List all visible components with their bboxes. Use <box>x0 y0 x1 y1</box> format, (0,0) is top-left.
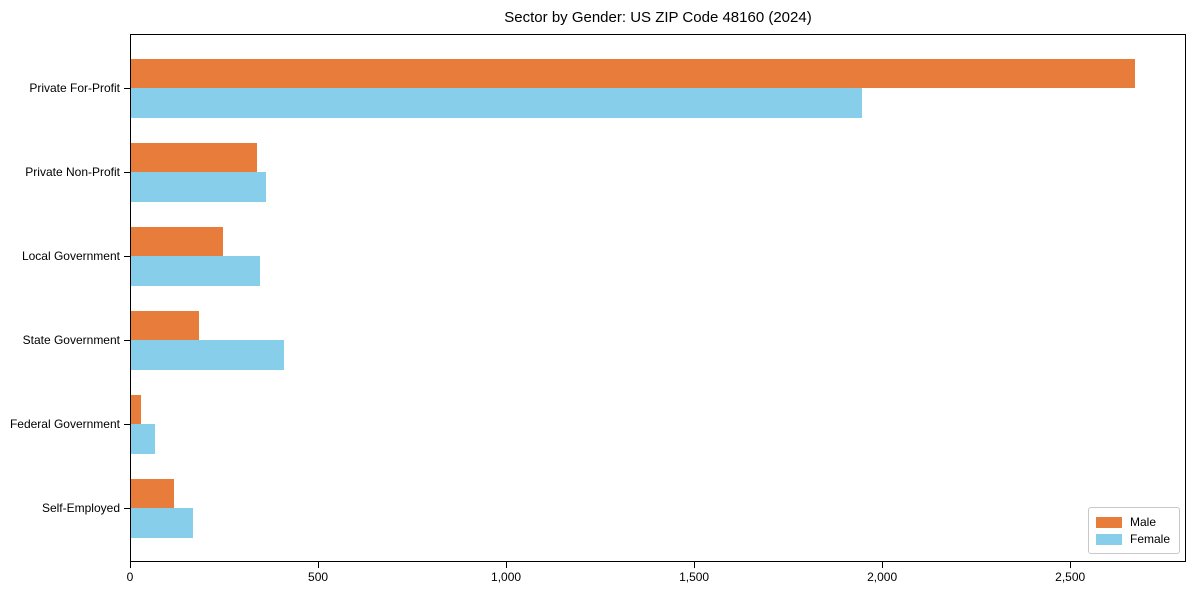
y-tick-label: State Government <box>22 333 120 348</box>
y-tick-label: Local Government <box>21 249 120 264</box>
y-tick-mark <box>124 339 130 341</box>
x-tick-label: 500 <box>308 570 329 584</box>
plot-area <box>130 34 1186 562</box>
legend-label: Male <box>1130 514 1157 529</box>
x-tick-label: 1,500 <box>679 570 710 584</box>
bar-male-state-government <box>131 310 199 341</box>
y-tick-mark <box>124 423 130 425</box>
bar-male-private-for-profit <box>131 58 1136 89</box>
legend-swatch-male <box>1096 516 1122 528</box>
y-tick-mark <box>124 255 130 257</box>
bar-male-self-employed <box>131 478 174 509</box>
x-tick-mark <box>318 562 320 568</box>
x-tick-label: 0 <box>126 570 134 584</box>
bar-female-private-for-profit <box>131 88 863 118</box>
x-tick-mark <box>882 562 884 568</box>
x-tick-label: 2,000 <box>867 570 898 584</box>
bar-male-local-government <box>131 226 223 257</box>
legend-item-male: Male <box>1096 514 1172 529</box>
bar-female-local-government <box>131 256 261 286</box>
bar-female-federal-government <box>131 424 156 454</box>
x-tick-mark <box>694 562 696 568</box>
bar-female-state-government <box>131 340 284 370</box>
bar-male-federal-government <box>131 394 142 425</box>
x-tick-label: 1,000 <box>491 570 522 584</box>
x-tick-mark <box>506 562 508 568</box>
bar-female-private-non-profit <box>131 172 266 202</box>
y-tick-label: Private Non-Profit <box>25 165 120 180</box>
bar-female-self-employed <box>131 508 193 538</box>
legend: Male Female <box>1088 507 1180 554</box>
y-tick-mark <box>124 507 130 509</box>
y-tick-label: Self-Employed <box>41 501 120 516</box>
y-tick-label: Federal Government <box>9 417 120 432</box>
bar-male-private-non-profit <box>131 142 257 173</box>
y-tick-mark <box>124 171 130 173</box>
y-tick-label: Private For-Profit <box>29 81 120 96</box>
y-tick-mark <box>124 87 130 89</box>
x-tick-label: 2,500 <box>1055 570 1086 584</box>
x-tick-mark <box>130 562 131 568</box>
legend-swatch-female <box>1096 533 1122 545</box>
legend-item-female: Female <box>1096 531 1172 546</box>
x-tick-mark <box>1070 562 1072 568</box>
legend-label: Female <box>1130 531 1171 546</box>
chart-title: Sector by Gender: US ZIP Code 48160 (202… <box>504 9 812 26</box>
